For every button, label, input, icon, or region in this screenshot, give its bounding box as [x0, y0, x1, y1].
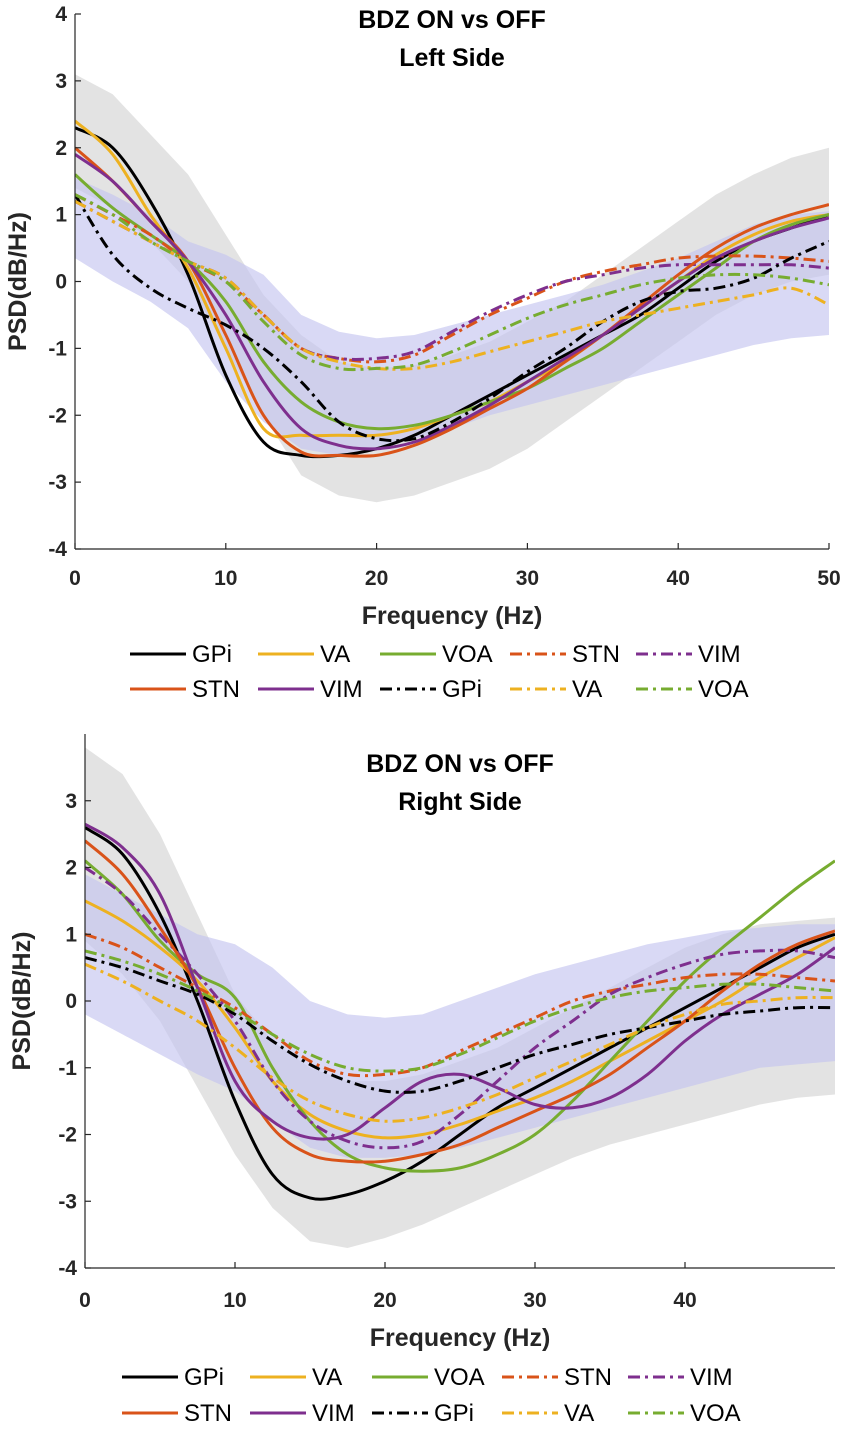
- chart-title: BDZ ON vs OFF: [366, 750, 554, 778]
- legend-label-voa: VOA: [442, 641, 493, 668]
- legend-label-voa: VOA: [434, 1364, 485, 1391]
- y-tick-label: -2: [58, 1124, 77, 1147]
- y-tick-label: -4: [58, 1257, 77, 1280]
- legend-label-vim: VIM: [320, 676, 363, 703]
- x-tick-label: 50: [817, 567, 840, 590]
- x-tick-label: 20: [373, 1289, 396, 1312]
- plot-area: [75, 74, 829, 503]
- series-line-voa-dashdot-9: [75, 193, 829, 372]
- series-line-va-dashdot-8: [85, 962, 835, 1123]
- band-on-spread: [85, 874, 835, 1158]
- legend-label-stn: STN: [192, 676, 240, 703]
- y-tick-label: -3: [58, 1190, 77, 1213]
- y-axis-label: PSD(dB/Hz): [4, 212, 32, 351]
- x-tick-label: 0: [79, 1289, 91, 1312]
- legend-label-vim: VIM: [312, 1400, 355, 1427]
- y-tick-label: 4: [55, 3, 67, 26]
- y-tick-label: -4: [48, 538, 67, 561]
- y-tick-label: -1: [58, 1057, 77, 1080]
- legend: GPi VA VOA STN VIM STN VIM GPi VA VOA: [130, 641, 749, 703]
- series-line-vim-solid-6: [75, 153, 829, 451]
- y-tick-label: 0: [65, 990, 77, 1013]
- legend-label-stn: STN: [572, 641, 620, 668]
- legend: GPi VA VOA STN VIM STN VIM GPi VA VOA: [122, 1364, 741, 1427]
- legend-label-va: VA: [320, 641, 350, 668]
- legend-label-va: VA: [564, 1400, 594, 1427]
- series-line-stn-solid-5: [75, 146, 829, 458]
- series-line-va-dashdot-8: [75, 199, 829, 371]
- x-tick-label: 40: [673, 1289, 696, 1312]
- chart-title: BDZ ON vs OFF: [358, 6, 546, 34]
- y-tick-label: 1: [55, 204, 67, 227]
- y-axis-label: PSD(dB/Hz): [8, 932, 36, 1071]
- y-tick-label: -2: [48, 404, 67, 427]
- y-tick-label: 2: [55, 137, 67, 160]
- y-tick-label: 0: [55, 271, 67, 294]
- series-line-gpi-dashdot-7: [85, 956, 835, 1094]
- x-tick-label: 10: [223, 1289, 246, 1312]
- series-line-va-solid-1: [85, 899, 835, 1140]
- y-tick-label: 1: [65, 923, 77, 946]
- y-tick-label: 2: [65, 857, 77, 880]
- y-tick-label: -3: [48, 471, 67, 494]
- legend-label-vim: VIM: [690, 1364, 733, 1391]
- series-line-gpi-dashdot-7: [75, 193, 829, 443]
- x-tick-label: 30: [516, 567, 539, 590]
- chart-subtitle: Right Side: [398, 788, 522, 816]
- series-line-vim-dashdot-4: [85, 866, 835, 1150]
- legend-label-gpi: GPi: [442, 676, 482, 703]
- x-tick-label: 0: [69, 567, 81, 590]
- legend-label-gpi: GPi: [434, 1400, 474, 1427]
- legend-label-va: VA: [312, 1364, 342, 1391]
- x-tick-label: 20: [365, 567, 388, 590]
- series-line-stn-dashdot-3: [85, 932, 835, 1078]
- legend-label-stn: STN: [564, 1364, 612, 1391]
- series-line-vim-solid-6: [85, 822, 835, 1141]
- plot-area: [85, 747, 835, 1248]
- y-tick-label: 3: [65, 790, 77, 813]
- series-line-gpi-solid-0: [75, 126, 829, 459]
- x-axis-label: Frequency (Hz): [362, 602, 543, 630]
- x-tick-label: 40: [667, 567, 690, 590]
- chart-subtitle: Left Side: [399, 44, 505, 72]
- series-line-vim-dashdot-4: [75, 199, 829, 361]
- band-on-spread: [75, 177, 829, 456]
- x-axis-label: Frequency (Hz): [370, 1324, 551, 1352]
- legend-label-gpi: GPi: [184, 1364, 224, 1391]
- series-line-gpi-solid-0: [85, 826, 835, 1201]
- y-tick-label: -1: [48, 337, 67, 360]
- legend-label-gpi: GPi: [192, 641, 232, 668]
- legend-label-stn: STN: [184, 1400, 232, 1427]
- x-tick-label: 30: [523, 1289, 546, 1312]
- legend-label-voa: VOA: [690, 1400, 741, 1427]
- legend-label-voa: VOA: [698, 676, 749, 703]
- y-tick-label: 3: [55, 70, 67, 93]
- series-line-voa-dashdot-9: [85, 949, 835, 1073]
- legend-label-va: VA: [572, 676, 602, 703]
- x-tick-label: 10: [214, 567, 237, 590]
- legend-label-vim: VIM: [698, 641, 741, 668]
